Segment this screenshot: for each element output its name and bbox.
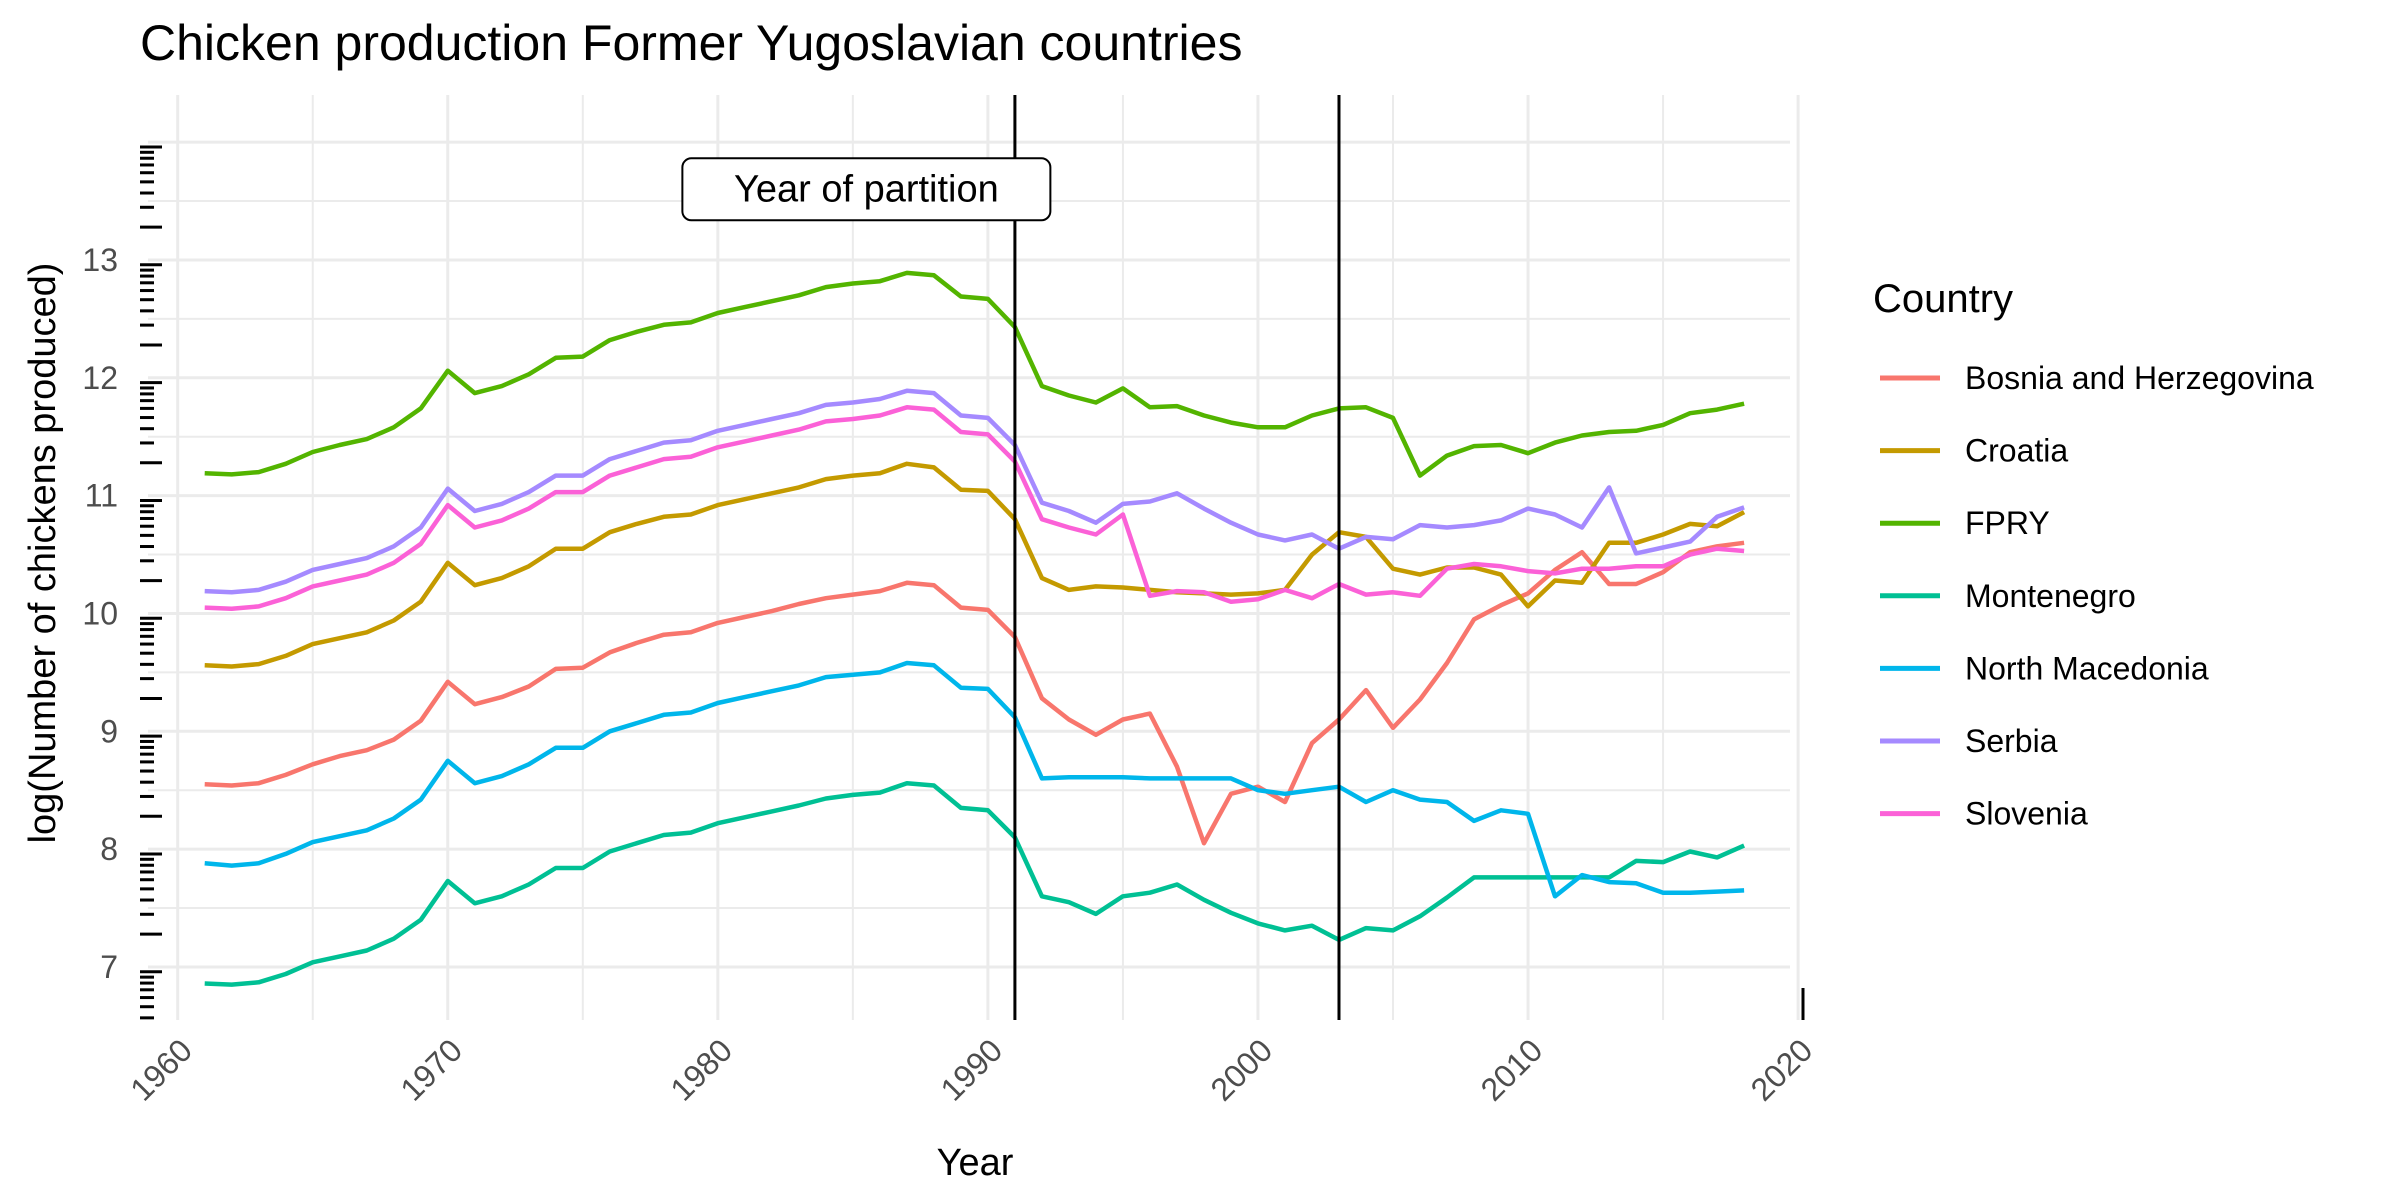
legend-label: North Macedonia	[1965, 650, 2209, 686]
y-tick-label: 10	[82, 595, 118, 631]
series-line	[204, 405, 1745, 612]
legend-label: Slovenia	[1965, 796, 2088, 832]
partition-annotation: Year of partition	[681, 157, 1052, 222]
y-axis-tick-labels: 7 8 9 10 11 12 13	[82, 242, 118, 985]
x-tick-label: 2010	[1474, 1032, 1550, 1108]
y-tick-label: 11	[85, 478, 118, 514]
legend-label: Bosnia and Herzegovina	[1965, 360, 2314, 396]
legend-label: FPRY	[1965, 505, 2050, 541]
x-axis-title: Year	[937, 1142, 1014, 1184]
series-line	[204, 270, 1745, 478]
partition-lines	[1013, 95, 1341, 1020]
y-axis-minor-ticks	[140, 145, 162, 1020]
series-line	[204, 660, 1745, 899]
legend-label: Montenegro	[1965, 578, 2136, 614]
x-tick-label: 1970	[393, 1032, 469, 1108]
annotation-label: Year of partition	[734, 168, 999, 210]
x-tick-label: 1990	[933, 1032, 1009, 1108]
legend: Country Bosnia and Herzegovina Croatia FPR…	[1873, 277, 2314, 832]
series-line	[204, 780, 1746, 987]
y-tick-label: 13	[82, 242, 118, 278]
legend-title: Country	[1873, 277, 2013, 321]
chart-title: Chicken production Former Yugoslavian co…	[140, 15, 1242, 71]
x-tick-label: 1980	[663, 1032, 739, 1108]
y-axis-title: log(Number of chickens produced)	[22, 263, 64, 844]
x-axis-tick-labels: 1960 1970 1980 1990 2000 2010 2020	[123, 1032, 1819, 1108]
legend-label: Croatia	[1965, 433, 2068, 469]
series-line	[204, 540, 1745, 846]
series-lines	[204, 270, 1746, 987]
annotation-box	[681, 157, 1052, 222]
series-line	[204, 388, 1745, 595]
x-tick-label: 2000	[1204, 1032, 1280, 1108]
series-line	[204, 461, 1746, 669]
y-tick-label: 7	[100, 949, 118, 985]
x-tick-label: 1960	[123, 1032, 199, 1108]
x-tick-label: 2020	[1744, 1032, 1820, 1108]
y-tick-label: 8	[100, 831, 118, 867]
y-tick-label: 12	[82, 360, 118, 396]
legend-label: Serbia	[1965, 723, 2058, 759]
y-tick-label: 9	[100, 713, 118, 749]
